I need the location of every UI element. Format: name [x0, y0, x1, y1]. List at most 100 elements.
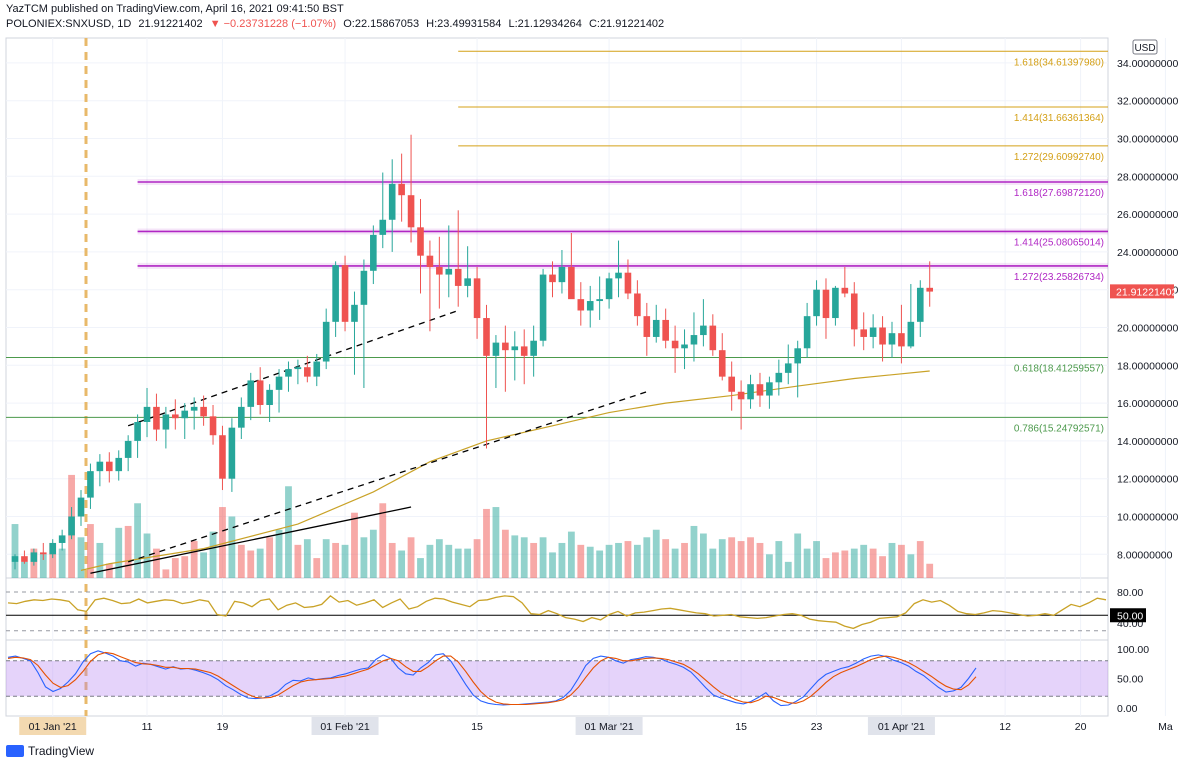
fib-level-label: 0.618(18.41259557)	[1014, 364, 1104, 375]
candle-body	[898, 333, 905, 347]
volume-bar	[615, 542, 622, 578]
candle-body	[153, 406, 160, 430]
candle-body	[879, 327, 886, 345]
volume-bar	[841, 550, 849, 578]
y-tick-label: 20.00000000	[1117, 323, 1178, 335]
x-tick-label: 01 Apr '21	[878, 721, 925, 733]
candle-body	[162, 414, 170, 430]
candle-body	[454, 268, 462, 286]
y-tick-label: 30.00000000	[1117, 134, 1178, 146]
volume-bar	[134, 503, 141, 578]
volume-bar	[256, 548, 264, 578]
candle-body	[511, 346, 519, 351]
volume-bar	[501, 529, 509, 578]
volume-bar	[360, 537, 368, 578]
x-tick-label: 01 Mar '21	[584, 721, 633, 733]
axes: USD 34.00000000 32.00000000 30.00000000 28.0…	[19, 39, 1178, 735]
volume-bar	[832, 552, 839, 578]
candle-body	[502, 342, 509, 351]
volume-bar	[266, 537, 274, 578]
volume-bar	[454, 548, 462, 578]
trend-lines	[90, 309, 648, 574]
volume-bar	[699, 533, 707, 578]
volume-bar	[709, 548, 717, 578]
candle-body	[228, 427, 236, 479]
candle-body	[643, 316, 651, 337]
volume-bar	[473, 539, 481, 578]
volume-bar	[558, 542, 566, 578]
x-tick-label: 20	[1075, 721, 1087, 733]
x-tick-label: Ma	[1158, 721, 1173, 733]
x-tick-label: 23	[811, 721, 823, 733]
candle-body	[860, 329, 867, 337]
volume-bar	[681, 542, 688, 578]
x-tick-label: 01 Feb '21	[320, 721, 369, 733]
grid	[5, 37, 1166, 717]
x-tick-label: 01 Jan '21	[29, 721, 77, 733]
open-value: O:22.15867053	[343, 18, 420, 30]
volume-bar	[775, 541, 783, 578]
volume-bar	[662, 539, 670, 578]
candle-body	[134, 422, 141, 441]
volume-bar	[756, 542, 764, 578]
candle-body	[266, 389, 273, 405]
fib-level-label: 1.414(25.08065014)	[1014, 237, 1104, 248]
candles	[11, 134, 934, 570]
volume-bar	[322, 539, 330, 578]
candle-body	[822, 289, 830, 319]
candle-body	[832, 287, 839, 319]
trend-line	[127, 391, 648, 563]
y-tick-label: 14.00000000	[1117, 436, 1178, 448]
x-tick-label: 15	[735, 721, 747, 733]
volume-bar	[96, 542, 104, 578]
volume-bar	[803, 548, 811, 578]
y-tick-label: 32.00000000	[1117, 96, 1178, 108]
volume-bar	[850, 548, 858, 578]
candle-body	[586, 301, 594, 311]
volume-bar	[153, 548, 160, 578]
volume-bar	[369, 529, 377, 578]
candle-body	[568, 267, 575, 300]
candle-body	[181, 410, 189, 419]
volume-bar	[492, 507, 500, 578]
candle-body	[124, 440, 132, 458]
publisher-text: YazTCM published on TradingView.com, Apr…	[6, 3, 344, 15]
candle-body	[238, 406, 245, 428]
y-tick-label: 8.00000000	[1117, 549, 1173, 561]
symbol-label[interactable]: POLONIEX:SNXUSD, 1D	[6, 18, 132, 30]
candle-body	[96, 461, 104, 472]
volume-bar	[690, 525, 698, 578]
candle-body	[737, 391, 745, 400]
volume-bar	[11, 524, 19, 578]
main-pane-frame	[5, 37, 1109, 579]
candle-body	[869, 327, 877, 337]
x-tick-label: 19	[217, 721, 229, 733]
volume-bar	[21, 561, 28, 578]
volume-bar	[379, 503, 387, 578]
candle-body	[652, 319, 660, 337]
candle-body	[106, 461, 113, 472]
candle-body	[313, 361, 321, 377]
candle-body	[530, 340, 537, 356]
volume-bar	[643, 537, 651, 578]
volume-bar	[87, 524, 94, 578]
volume-bar	[388, 542, 396, 578]
volume-bar	[511, 535, 519, 578]
chart-canvas[interactable]: 1.618(34.61397980) 1.414(31.66361364) 1.27…	[0, 0, 1186, 744]
volume-bar	[926, 563, 934, 578]
y-tick-label: 28.00000000	[1117, 171, 1178, 183]
fib-level-label: 1.618(27.69872120)	[1014, 188, 1104, 199]
tradingview-footer: TradingView	[6, 744, 94, 758]
x-label-box	[867, 717, 935, 735]
candle-body	[605, 278, 613, 300]
volume-bar	[718, 539, 726, 578]
candle-body	[285, 369, 292, 377]
y-tick-label: 26.00000000	[1117, 209, 1178, 221]
volume-bar	[181, 556, 189, 578]
candle-body	[709, 325, 717, 351]
candle-body	[803, 316, 811, 349]
stoch-tick-label: 0.00	[1117, 703, 1138, 715]
y-tick-label: 12.00000000	[1117, 474, 1178, 486]
candle-body	[558, 267, 566, 283]
volume-bar	[766, 554, 773, 578]
